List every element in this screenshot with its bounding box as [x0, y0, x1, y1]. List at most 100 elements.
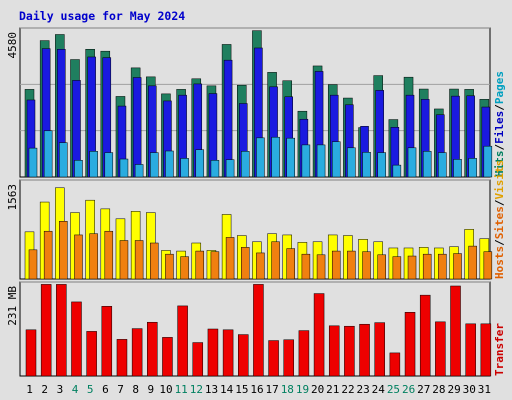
legend-entry: Hits [493, 151, 506, 178]
sites-bar [377, 254, 386, 280]
day-label: 29 [447, 383, 460, 396]
transfer-bar [25, 329, 37, 377]
day-label: 6 [102, 383, 109, 396]
transfer-bar [116, 339, 128, 377]
day-label: 22 [341, 383, 354, 396]
day-label: 8 [132, 383, 139, 396]
pages-bar [316, 144, 326, 178]
day-label: 16 [250, 383, 263, 396]
transfer-bar [192, 342, 204, 377]
pages-bar [286, 137, 295, 178]
transfer-bar [389, 352, 401, 377]
hits-ymax-label: 4580 [6, 32, 19, 59]
transfer-bar [101, 306, 113, 377]
day-label: 21 [326, 383, 339, 396]
pages-bar [407, 147, 417, 178]
transfer-bar [162, 337, 173, 377]
sites-bar [362, 251, 371, 280]
pages-bar [392, 164, 402, 178]
files-bar [132, 77, 142, 178]
sites-bar [134, 240, 144, 280]
day-label: 31 [478, 383, 491, 396]
day-label: 5 [87, 383, 94, 396]
sites-bar [119, 240, 129, 280]
transfer-bar [56, 284, 67, 377]
transfer-bar [344, 325, 355, 377]
day-label: 26 [402, 383, 415, 396]
sites-bar [180, 256, 189, 280]
day-label: 10 [159, 383, 172, 396]
pages-bar [165, 150, 174, 178]
day-label: 2 [41, 383, 48, 396]
sites-bar [316, 254, 326, 280]
pages-bar [256, 137, 265, 178]
pages-bar [43, 130, 53, 178]
hosts-sites-visits-legend: Hosts/Sites/Visits [493, 160, 506, 279]
pages-bar [225, 159, 235, 178]
pages-bar [331, 141, 341, 178]
day-label: 27 [417, 383, 430, 396]
pages-bar [150, 152, 159, 178]
day-label: 28 [432, 383, 445, 396]
sites-bar [407, 255, 417, 280]
day-label: 7 [117, 383, 124, 396]
pages-bar [271, 136, 280, 178]
pages-bar [438, 152, 447, 178]
pages-bar [195, 149, 205, 178]
day-label: 4 [72, 383, 79, 396]
pages-bar [483, 145, 493, 178]
legend-entry: Sites [493, 206, 506, 239]
day-label: 24 [372, 383, 386, 396]
pages-bar [468, 158, 477, 178]
pages-bar [301, 144, 311, 178]
transfer-bar [435, 321, 446, 377]
pages-bar [28, 147, 38, 178]
pages-bar [59, 142, 68, 178]
sites-bar [453, 253, 462, 280]
pages-bar [119, 158, 129, 178]
sites-bar [43, 230, 53, 280]
sites-bar [165, 253, 174, 280]
transfer-bar [253, 284, 264, 377]
sites-bar [301, 253, 311, 280]
transfer-bar [86, 331, 97, 377]
pages-bar [104, 152, 114, 178]
transfer-bar [207, 328, 219, 377]
sites-bar [468, 245, 477, 280]
transfer-bar [359, 323, 370, 377]
legend-entry: Pages [493, 71, 506, 104]
transfer-bar [298, 330, 310, 377]
transfer-bar [131, 328, 143, 377]
transfer-bar [480, 323, 492, 377]
pages-bar [453, 159, 462, 178]
transfer-bar [238, 334, 249, 377]
transfer-bar [328, 325, 340, 377]
sites-bar [271, 241, 280, 280]
sites-bar [195, 250, 205, 280]
transfer-bar [283, 339, 294, 377]
sites-bar [74, 234, 83, 280]
transfer-bar [147, 321, 158, 377]
hits-files-pages-legend: Hits/Files/Pages [493, 71, 506, 177]
transfer-bar [71, 301, 82, 377]
transfer-bar [268, 340, 279, 377]
day-label: 30 [463, 383, 476, 396]
pages-bar [241, 151, 250, 178]
sites-bar [331, 250, 341, 280]
sites-bar [150, 242, 159, 280]
sites-bar [104, 230, 114, 280]
sites-bar [392, 256, 402, 280]
day-label: 9 [148, 383, 155, 396]
chart-title: Daily usage for May 2024 [19, 9, 186, 23]
transfer-bar [404, 312, 416, 377]
transfer-bar [374, 322, 385, 377]
sites-bar [347, 250, 356, 280]
sites-bar [225, 237, 235, 280]
day-label: 23 [357, 383, 370, 396]
day-label: 18 [281, 383, 294, 396]
sites-bar [256, 252, 265, 280]
sites-bar [483, 251, 493, 280]
sites-bar [241, 247, 250, 280]
pages-bar [74, 160, 83, 178]
